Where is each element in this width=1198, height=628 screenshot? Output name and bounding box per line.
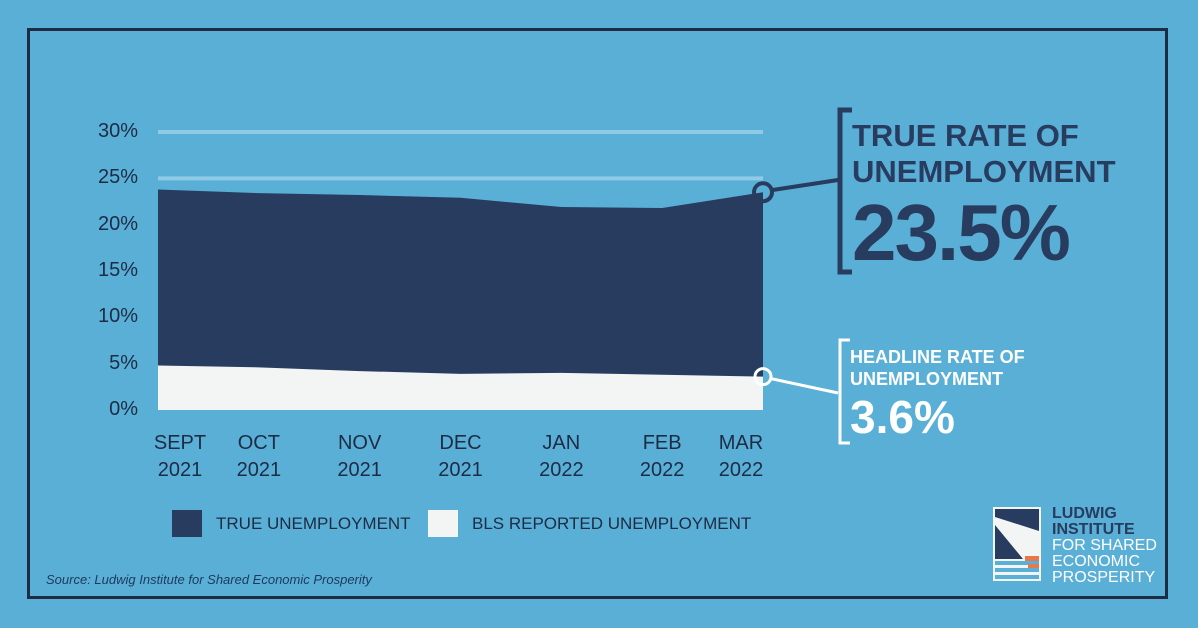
area-bls-unemployment xyxy=(158,365,763,410)
x-tick-line: FEB xyxy=(642,432,682,454)
logo-line4: ECONOMIC xyxy=(1052,553,1140,570)
source-note: Source: Ludwig Institute for Shared Econ… xyxy=(46,572,372,587)
true-rate-connector xyxy=(770,178,839,193)
x-tick-line: 2021 xyxy=(236,459,282,481)
logo-line1: LUDWIG xyxy=(1052,505,1117,522)
x-tick-line: 2022 xyxy=(639,459,685,481)
logo-line5: PROSPERITY xyxy=(1052,569,1156,586)
legend-swatch-bls xyxy=(428,510,458,537)
headline-rate-value: 3.6% xyxy=(850,391,955,443)
true-rate-callout-title: TRUE RATE OF UNEMPLOYMENT xyxy=(852,118,1116,190)
y-tick-label: 15% xyxy=(97,259,138,281)
x-tick-line: 2022 xyxy=(539,459,584,481)
frame-border xyxy=(27,28,1168,599)
ludwig-logo-icon xyxy=(993,507,1041,581)
x-tick-line: 2022 xyxy=(718,459,764,481)
logo-text: LUDWIG INSTITUTE FOR SHARED ECONOMIC PRO… xyxy=(1052,506,1157,586)
legend-true-unemployment: TRUE UNEMPLOYMENT xyxy=(172,510,411,537)
legend-label-bls: BLS REPORTED UNEMPLOYMENT xyxy=(472,513,752,533)
y-tick-label: 5% xyxy=(109,351,138,374)
x-tick-label: DEC 2021 xyxy=(406,430,516,484)
area-true-unemployment xyxy=(158,189,763,410)
x-tick-line: 2021 xyxy=(337,459,382,481)
headline-rate-connector xyxy=(770,377,839,395)
headline-rate-title-line1: HEADLINE RATE OF xyxy=(850,347,1025,367)
x-tick-line: MAR xyxy=(718,432,764,454)
x-tick-line: 2021 xyxy=(157,459,203,481)
x-tick-label: SEPT 2021 xyxy=(125,430,235,484)
legend-label-true: TRUE UNEMPLOYMENT xyxy=(216,513,411,533)
x-tick-line: NOV xyxy=(337,432,382,454)
true-rate-title-line2: UNEMPLOYMENT xyxy=(852,154,1116,189)
x-tick-line: DEC xyxy=(439,432,482,454)
y-tick-label: 25% xyxy=(97,166,138,189)
x-tick-line: JAN xyxy=(542,432,581,454)
y-tick-label: 30% xyxy=(97,120,138,142)
y-tick-label: 20% xyxy=(97,212,138,235)
x-tick-label: NOV 2021 xyxy=(305,430,415,484)
headline-rate-bracket xyxy=(838,338,850,445)
y-tick-label: 0% xyxy=(109,398,138,420)
headline-rate-marker xyxy=(753,367,773,387)
legend-swatch-true xyxy=(172,510,202,537)
y-tick-label: 10% xyxy=(97,305,138,328)
logo-line3: FOR SHARED xyxy=(1052,537,1157,554)
true-rate-title-line1: TRUE RATE OF xyxy=(852,118,1079,153)
x-tick-line: SEPT xyxy=(153,432,207,454)
x-tick-line: OCT xyxy=(237,432,280,454)
headline-rate-callout-title: HEADLINE RATE OF UNEMPLOYMENT xyxy=(850,346,1025,390)
x-tick-line: 2021 xyxy=(438,459,483,481)
x-tick-label: OCT 2021 xyxy=(204,430,314,484)
headline-rate-title-line2: UNEMPLOYMENT xyxy=(850,369,1003,389)
logo-line2: INSTITUTE xyxy=(1052,521,1135,538)
true-rate-bracket xyxy=(837,107,852,275)
x-tick-label: MAR 2022 xyxy=(686,430,796,484)
true-rate-marker xyxy=(752,181,774,204)
x-tick-label: JAN 2022 xyxy=(506,430,616,484)
x-tick-label: FEB 2022 xyxy=(607,430,717,484)
true-rate-value: 23.5% xyxy=(852,188,1071,277)
legend-bls-unemployment: BLS REPORTED UNEMPLOYMENT xyxy=(428,510,751,537)
